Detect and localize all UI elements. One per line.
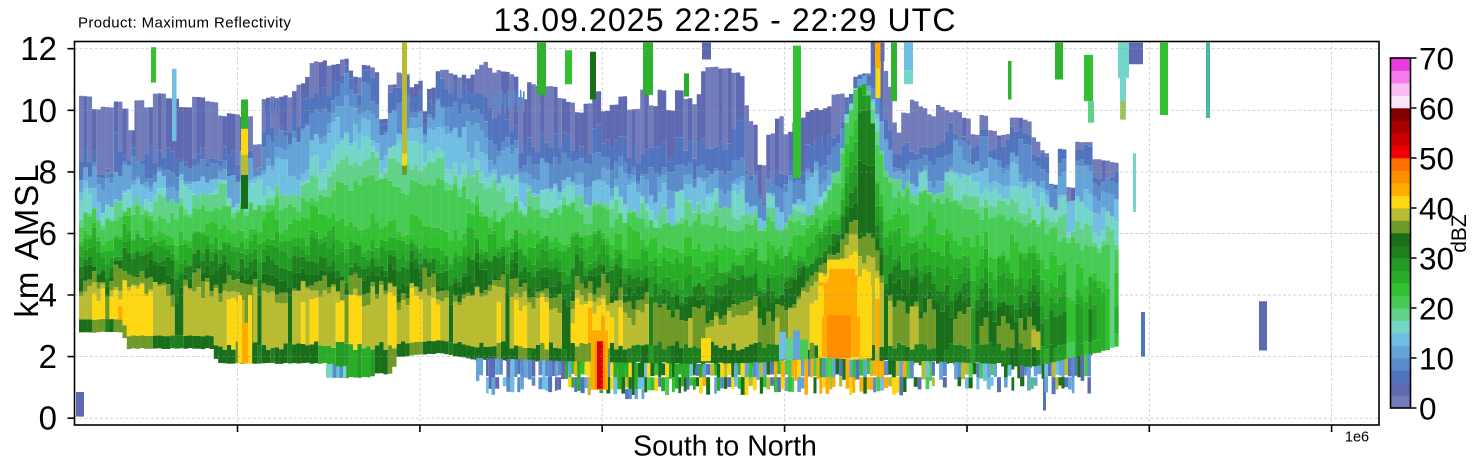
svg-text:dBZ: dBZ	[1448, 214, 1471, 253]
svg-text:6: 6	[39, 215, 57, 252]
svg-text:Product: Maximum Reflectivity: Product: Maximum Reflectivity	[78, 15, 291, 32]
svg-text:12: 12	[20, 30, 57, 67]
svg-text:2: 2	[39, 338, 57, 375]
svg-text:70: 70	[1419, 41, 1454, 77]
svg-text:10: 10	[20, 92, 57, 129]
svg-text:1e6: 1e6	[1345, 430, 1369, 446]
svg-text:0: 0	[1419, 391, 1437, 427]
svg-text:13.09.2025 22:25 - 22:29 UTC: 13.09.2025 22:25 - 22:29 UTC	[493, 2, 956, 38]
svg-text:km AMSL: km AMSL	[8, 162, 45, 317]
svg-text:40: 40	[1419, 191, 1454, 227]
svg-text:60: 60	[1419, 91, 1454, 127]
svg-text:South to North: South to North	[633, 431, 817, 463]
svg-text:4: 4	[39, 277, 57, 314]
svg-text:30: 30	[1419, 241, 1454, 277]
svg-text:20: 20	[1419, 291, 1454, 327]
svg-text:8: 8	[39, 153, 57, 190]
svg-text:10: 10	[1419, 341, 1454, 377]
svg-text:50: 50	[1419, 141, 1454, 177]
svg-text:0: 0	[39, 400, 57, 437]
